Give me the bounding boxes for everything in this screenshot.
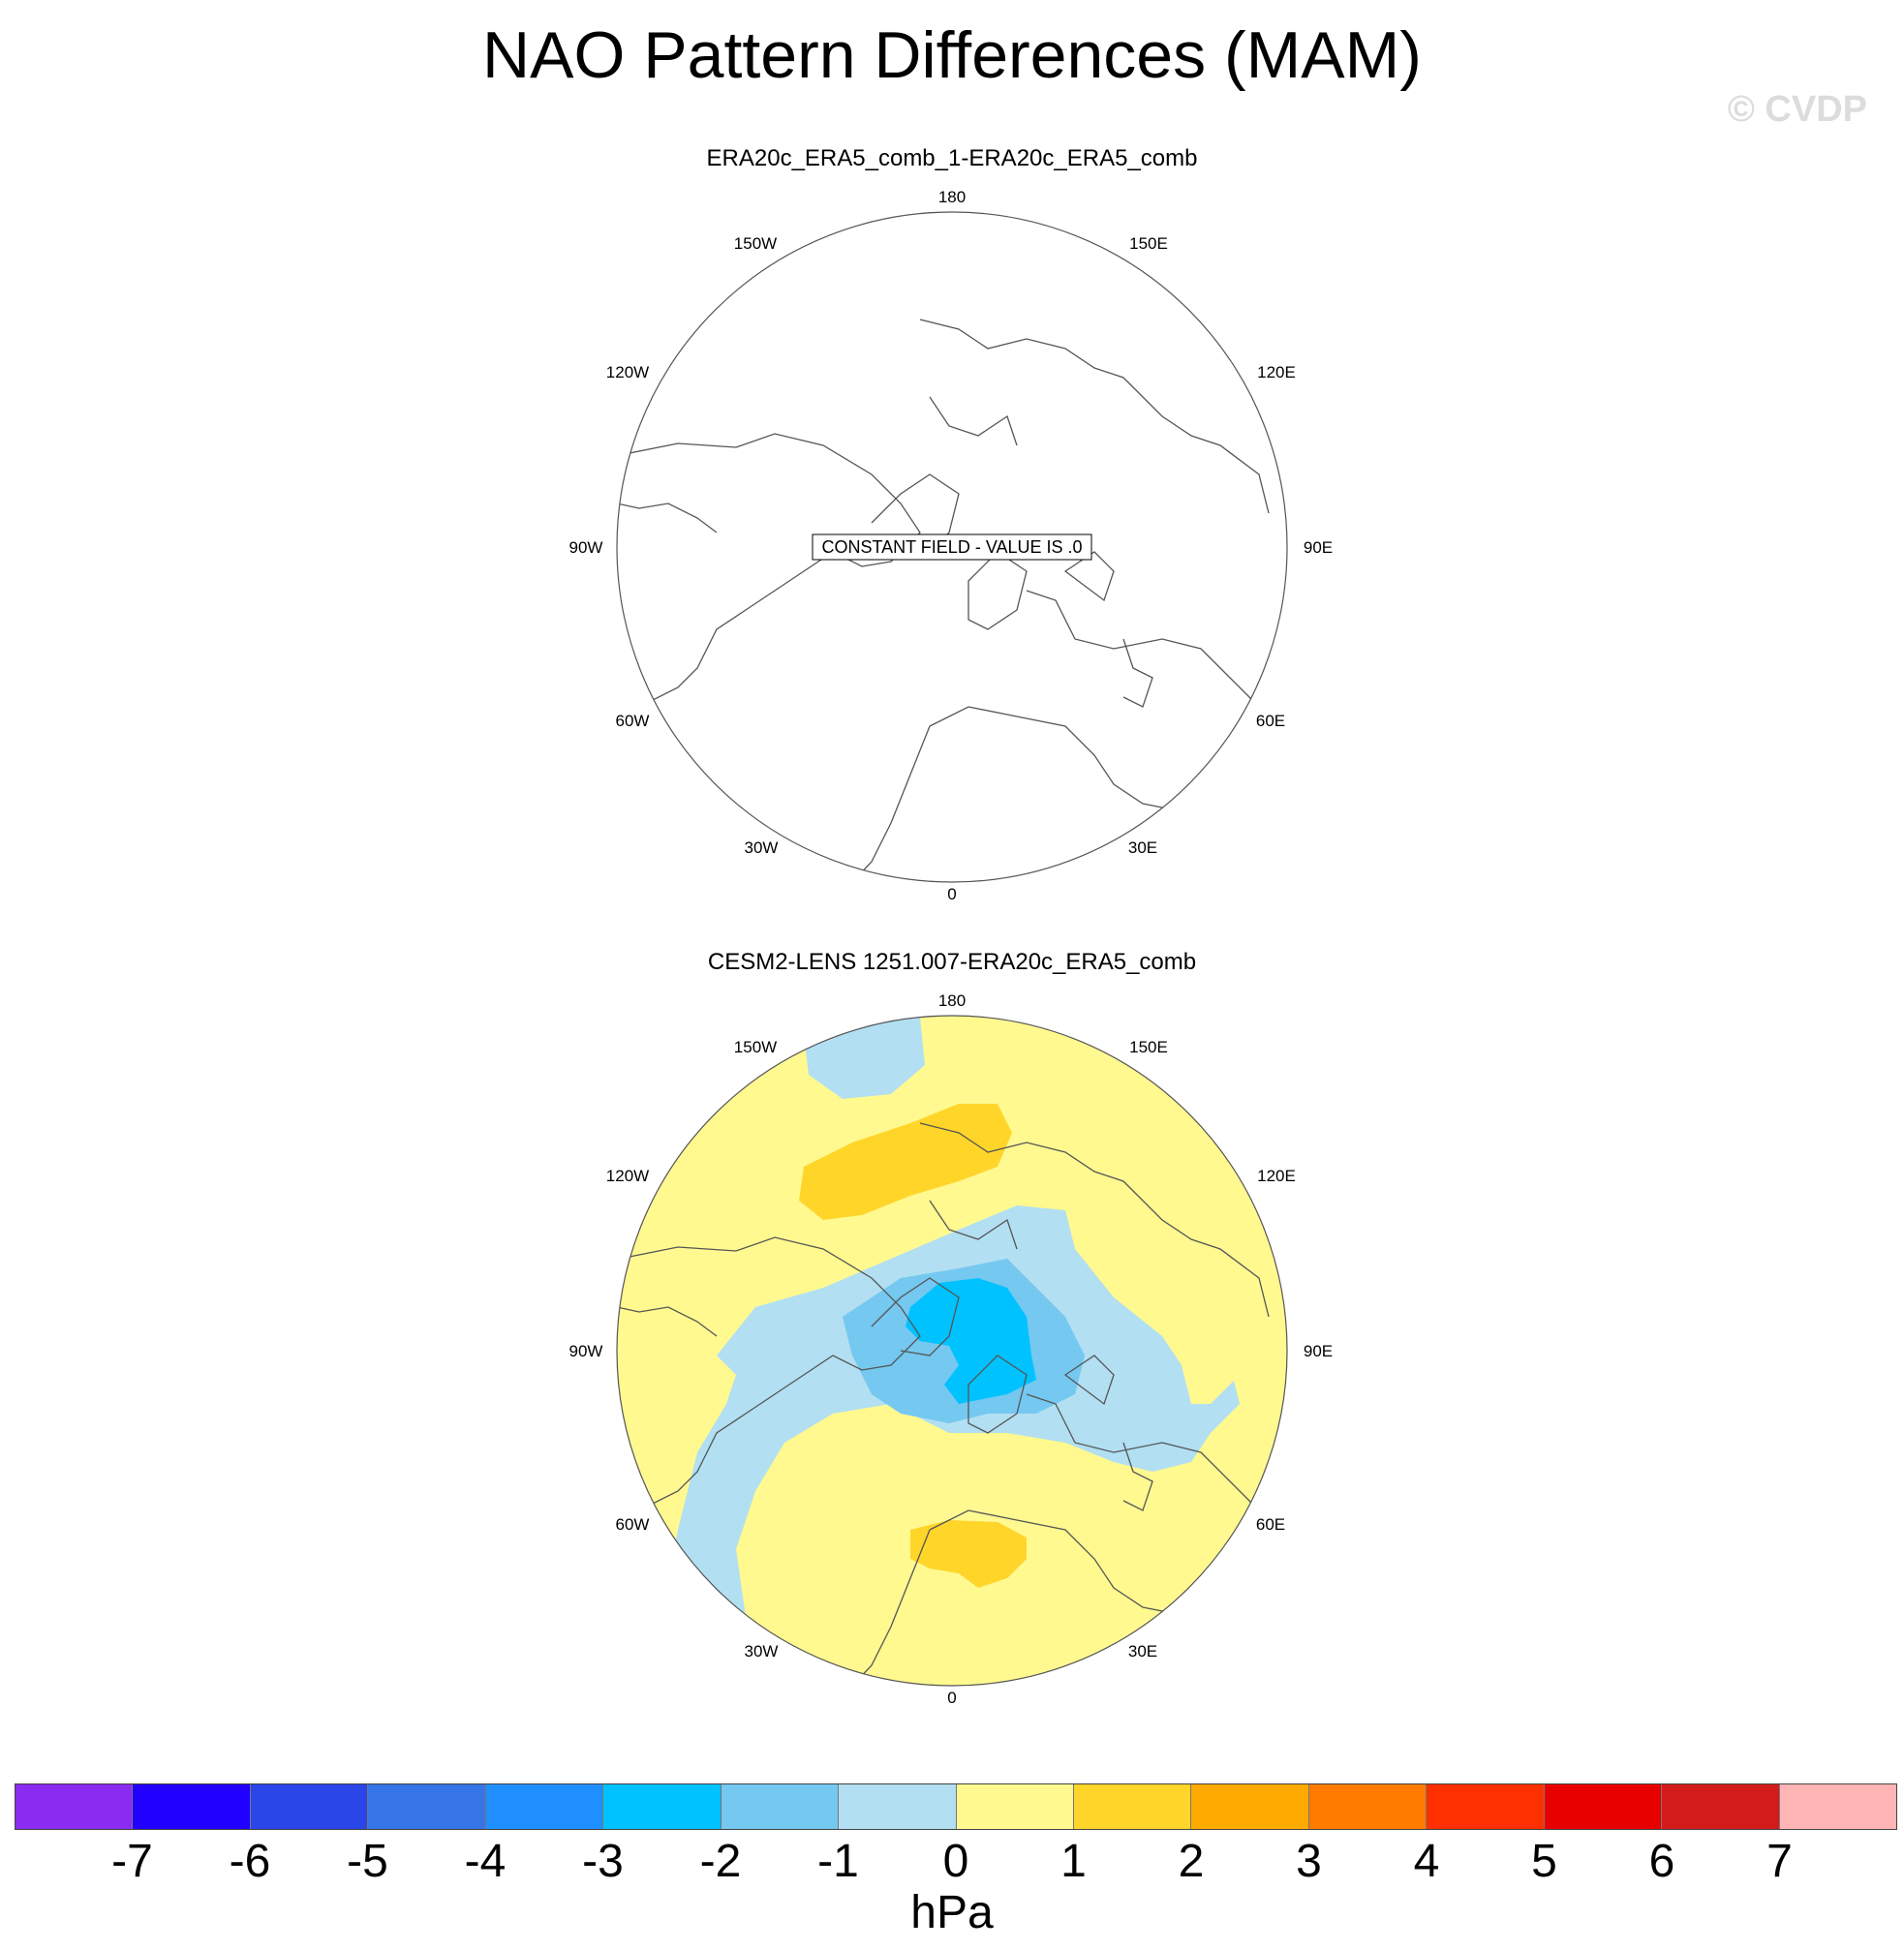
lon-label-30w: 30W xyxy=(745,1642,779,1661)
lon-label-180: 180 xyxy=(938,991,966,1010)
colorbar-box xyxy=(956,1784,1074,1829)
colorbar-box xyxy=(250,1784,369,1829)
panel1-coastlines xyxy=(617,319,1270,882)
colorbar-tick-label: -7 xyxy=(111,1836,153,1887)
lon-label-60w: 60W xyxy=(616,712,650,730)
colorbar-tick-label: -1 xyxy=(817,1836,859,1887)
watermark: © CVDP xyxy=(1727,89,1867,130)
colorbar-boxes xyxy=(15,1783,1897,1830)
colorbar-tick-label: -3 xyxy=(582,1836,624,1887)
colorbar-box xyxy=(1191,1784,1309,1829)
colorbar-box xyxy=(1427,1784,1545,1829)
colorbar-tick-label: 5 xyxy=(1531,1836,1557,1887)
lon-label-90w: 90W xyxy=(569,538,603,557)
lon-label-120w: 120W xyxy=(606,1167,649,1185)
contour-one-mediterranean xyxy=(910,1520,1027,1588)
panel2-coastlines xyxy=(617,1122,1270,1686)
panel2-filled-contours xyxy=(617,1016,1287,1686)
lon-label-150e: 150E xyxy=(1129,234,1168,253)
lon-label-0: 0 xyxy=(947,1689,956,1707)
lon-label-150w: 150W xyxy=(734,234,777,253)
colorbar-box xyxy=(839,1784,957,1829)
colorbar-box xyxy=(485,1784,604,1829)
panel1-constant-field-box: CONSTANT FIELD - VALUE IS .0 xyxy=(812,533,1092,561)
lon-label-30w: 30W xyxy=(745,838,779,857)
lon-label-120e: 120E xyxy=(1257,363,1296,381)
colorbar-box xyxy=(603,1784,722,1829)
colorbar-tick-label: 2 xyxy=(1178,1836,1205,1887)
lon-label-60w: 60W xyxy=(616,1515,650,1534)
panel1-longitude-labels: 180 150W 150E 120W 120E 90W 90E 60W 60E … xyxy=(569,188,1334,903)
colorbar-box xyxy=(721,1784,840,1829)
panel2-title: CESM2-LENS 1251.007-ERA20c_ERA5_comb xyxy=(707,949,1197,975)
colorbar-tick-label: -6 xyxy=(229,1836,271,1887)
lon-label-150w: 150W xyxy=(734,1038,777,1056)
colorbar-units: hPa xyxy=(910,1887,994,1938)
colorbar-box xyxy=(1662,1784,1780,1829)
colorbar-box xyxy=(1544,1784,1663,1829)
lon-label-30e: 30E xyxy=(1128,838,1157,857)
panel1-map: CONSTANT FIELD - VALUE IS .0 180 150W 15… xyxy=(569,188,1334,903)
colorbar-tick-label: -2 xyxy=(699,1836,742,1887)
contour-minus-one-arctic xyxy=(659,1205,1240,1685)
colorbar-box xyxy=(1779,1784,1896,1829)
lon-label-150e: 150E xyxy=(1129,1038,1168,1056)
lon-label-120w: 120W xyxy=(606,363,649,381)
lon-label-120e: 120E xyxy=(1257,1167,1296,1185)
lon-label-180: 180 xyxy=(938,188,966,206)
lon-label-0: 0 xyxy=(947,885,956,903)
panel2-map-boundary xyxy=(616,1015,1288,1687)
contour-minus-three xyxy=(906,1278,1036,1404)
colorbar-tick-label: 4 xyxy=(1413,1836,1440,1887)
figure-title: NAO Pattern Differences (MAM) xyxy=(482,18,1422,92)
colorbar-tick-label: -4 xyxy=(464,1836,507,1887)
colorbar-tick-label: 3 xyxy=(1296,1836,1322,1887)
colorbar-tick-label: 0 xyxy=(942,1836,969,1887)
panel2-map: 180 150W 150E 120W 120E 90W 90E 60W 60E … xyxy=(569,991,1334,1707)
lon-label-60e: 60E xyxy=(1256,712,1285,730)
colorbar-box xyxy=(133,1784,251,1829)
lon-label-60e: 60E xyxy=(1256,1515,1285,1534)
lon-label-30e: 30E xyxy=(1128,1642,1157,1661)
panel1-annotation: CONSTANT FIELD - VALUE IS .0 xyxy=(821,537,1082,557)
contour-zero-siberia xyxy=(1143,1288,1240,1404)
colorbar xyxy=(15,1783,1897,1830)
lon-label-90e: 90E xyxy=(1304,538,1333,557)
colorbar-tick-label: 7 xyxy=(1766,1836,1793,1887)
lon-label-90w: 90W xyxy=(569,1342,603,1360)
colorbar-box xyxy=(1073,1784,1192,1829)
panel2-longitude-labels: 180 150W 150E 120W 120E 90W 90E 60W 60E … xyxy=(569,991,1334,1707)
colorbar-box xyxy=(368,1784,486,1829)
colorbar-tick-label: 1 xyxy=(1060,1836,1087,1887)
panel1-title: ERA20c_ERA5_comb_1-ERA20c_ERA5_comb xyxy=(706,145,1198,171)
colorbar-tick-label: -5 xyxy=(347,1836,388,1887)
colorbar-tick-label: 6 xyxy=(1648,1836,1675,1887)
colorbar-box xyxy=(1308,1784,1428,1829)
lon-label-90e: 90E xyxy=(1304,1342,1333,1360)
colorbar-box xyxy=(15,1784,134,1829)
